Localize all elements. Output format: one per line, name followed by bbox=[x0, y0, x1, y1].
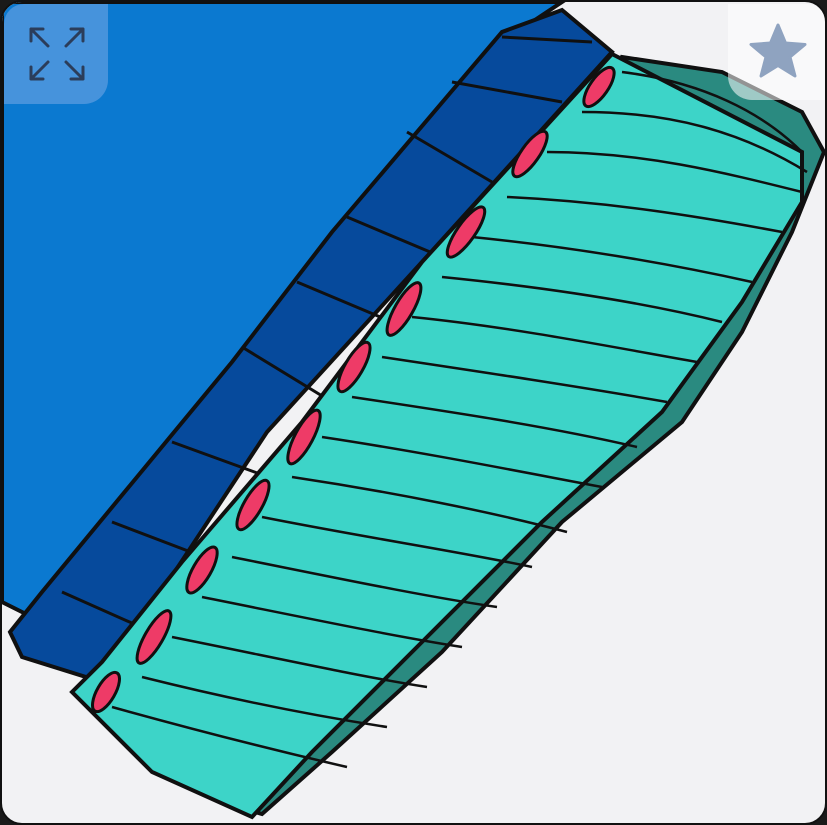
favorite-button[interactable] bbox=[728, 4, 825, 100]
expand-button[interactable] bbox=[4, 4, 108, 104]
cuff bbox=[69, 51, 804, 820]
cuff-ribs bbox=[111, 70, 808, 769]
stitches bbox=[91, 65, 616, 714]
star-icon bbox=[749, 23, 807, 78]
expand-arrows-icon bbox=[29, 27, 85, 81]
